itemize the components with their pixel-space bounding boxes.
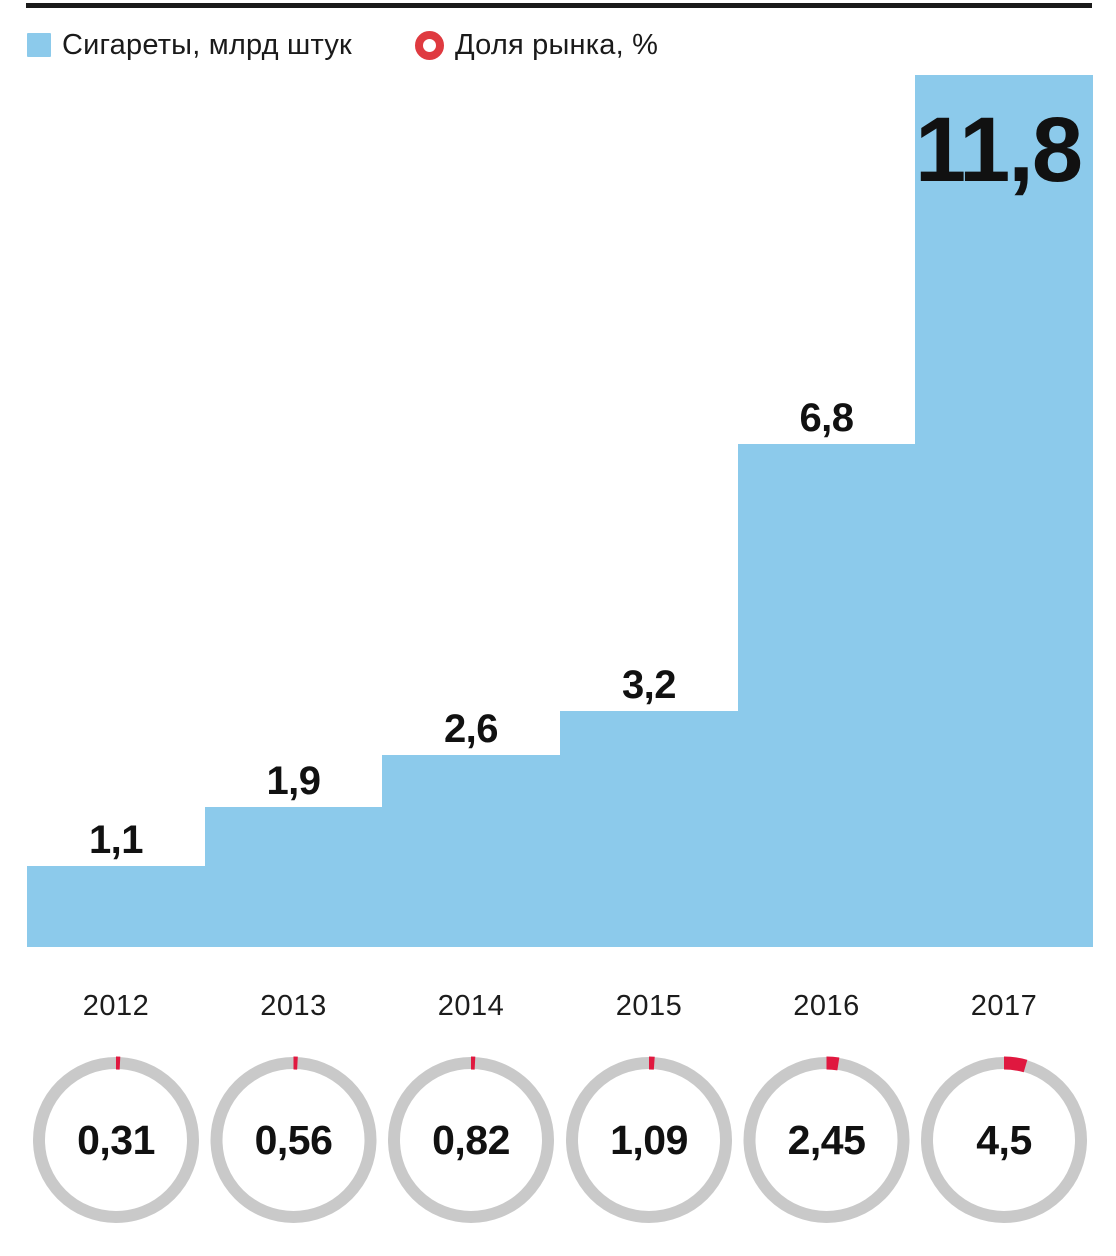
bar-2012 xyxy=(27,866,206,947)
ring-share-arc xyxy=(743,1056,910,1224)
bar-value-label-2016: 6,8 xyxy=(799,396,854,440)
share-ring-2015 xyxy=(565,1056,733,1224)
axis-label-2012: 2012 xyxy=(82,990,150,1022)
legend-label-market-share: Доля рынка, % xyxy=(455,28,659,61)
ring-share-arc xyxy=(565,1056,733,1224)
bar-value-label-2015: 3,2 xyxy=(621,663,677,707)
share-value-label-2012: 0,31 xyxy=(77,1117,155,1163)
bar-value-label-2017: 11,8 xyxy=(915,99,1083,201)
ring-share-arc xyxy=(210,1056,377,1224)
bar-series-swatch-icon xyxy=(27,33,51,57)
legend-label-cigarettes: Сигареты, млрд штук xyxy=(62,28,352,61)
bar-value-label-2012: 1,1 xyxy=(88,818,144,862)
share-ring-2013 xyxy=(210,1056,377,1224)
share-ring-2017 xyxy=(920,1056,1088,1224)
ring-share-arc xyxy=(920,1056,1088,1224)
axis-label-2014: 2014 xyxy=(437,990,505,1022)
bar-value-label-2013: 1,9 xyxy=(266,759,321,803)
share-ring-2012 xyxy=(32,1056,200,1224)
axis-label-2015: 2015 xyxy=(615,990,683,1022)
legend-item-cigarettes: Сигареты, млрд штук xyxy=(27,29,352,61)
share-ring-2014 xyxy=(387,1056,555,1224)
legend-item-market-share: Доля рынка, % xyxy=(415,29,658,61)
share-value-label-2013: 0,56 xyxy=(254,1117,333,1163)
top-rule xyxy=(26,3,1092,8)
axis-label-2017: 2017 xyxy=(970,990,1038,1022)
bar-2015 xyxy=(560,711,739,947)
share-value-label-2015: 1,09 xyxy=(610,1117,688,1163)
share-value-label-2016: 2,45 xyxy=(787,1117,866,1163)
share-value-label-2017: 4,5 xyxy=(976,1117,1032,1163)
ring-share-arc xyxy=(387,1056,555,1224)
ring-series-swatch-icon xyxy=(415,30,444,60)
axis-label-2013: 2013 xyxy=(260,990,327,1022)
step-bar-chart: 1,1 1,9 2,6 3,2 6,8 11,8 xyxy=(27,75,1093,947)
share-ring-2016 xyxy=(743,1056,910,1224)
bar-2014 xyxy=(382,755,561,947)
share-value-label-2014: 0,82 xyxy=(432,1117,510,1163)
bar-2017 xyxy=(915,75,1093,947)
axis-label-2016: 2016 xyxy=(793,990,860,1022)
bar-2016 xyxy=(738,444,916,947)
bar-2013 xyxy=(205,807,383,947)
ring-share-arc xyxy=(32,1056,200,1224)
bar-value-label-2014: 2,6 xyxy=(443,707,499,751)
